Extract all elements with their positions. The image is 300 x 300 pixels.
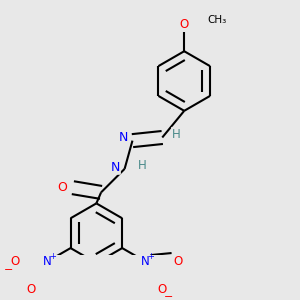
Text: H: H	[137, 159, 146, 172]
Text: O: O	[173, 255, 182, 268]
Text: O: O	[11, 255, 20, 268]
Text: N: N	[141, 255, 150, 268]
Text: +: +	[147, 252, 154, 261]
Text: N: N	[118, 131, 128, 144]
Text: −: −	[4, 265, 13, 275]
Text: O: O	[157, 283, 167, 296]
Text: N: N	[43, 255, 52, 268]
Text: +: +	[49, 252, 56, 261]
Text: CH₃: CH₃	[208, 15, 227, 25]
Text: O: O	[57, 181, 67, 194]
Text: O: O	[26, 283, 35, 296]
Text: N: N	[110, 161, 120, 174]
Text: H: H	[172, 128, 181, 141]
Text: −: −	[164, 292, 173, 300]
Text: O: O	[180, 18, 189, 31]
